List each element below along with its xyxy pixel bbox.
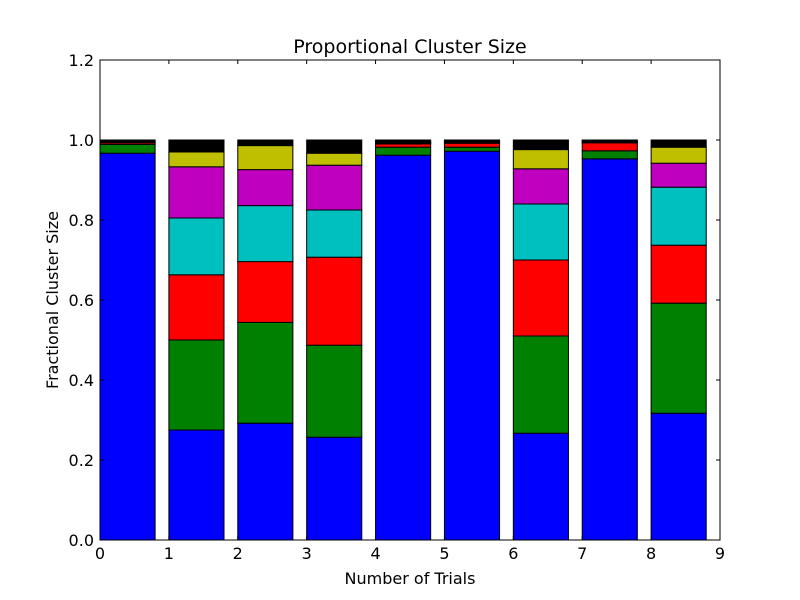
- bar-segment-1-1: [168, 339, 225, 431]
- y-tick-label-6: 1.2: [69, 51, 94, 70]
- bar-segment-2-0: [237, 422, 294, 541]
- bar-segment-2-5: [237, 145, 294, 171]
- bar-segment-7-0: [581, 158, 638, 541]
- x-tick-label-8: 8: [646, 544, 656, 563]
- bar-segment-3-4: [306, 164, 363, 211]
- x-tick-label-1: 1: [164, 544, 174, 563]
- bar-segment-8-2: [650, 244, 707, 304]
- bar-segment-2-6: [237, 139, 294, 147]
- bar-segment-3-2: [306, 256, 363, 346]
- bar-segment-4-6: [375, 139, 432, 143]
- bar-segment-3-0: [306, 436, 363, 541]
- bar-segment-3-3: [306, 209, 363, 258]
- bar-segment-6-3: [512, 203, 569, 261]
- bar-segment-8-5: [650, 146, 707, 164]
- y-tick-label-5: 1.0: [69, 131, 94, 150]
- x-tick-label-4: 4: [370, 544, 380, 563]
- x-tick-label-9: 9: [715, 544, 725, 563]
- bar-segment-8-4: [650, 162, 707, 188]
- bar-segment-1-2: [168, 274, 225, 341]
- x-tick-label-7: 7: [577, 544, 587, 563]
- bar-segment-2-1: [237, 321, 294, 424]
- x-tick-label-5: 5: [439, 544, 449, 563]
- bar-segment-0-0: [99, 152, 156, 541]
- bar-segment-8-0: [650, 412, 707, 541]
- bar-segment-1-6: [168, 139, 225, 153]
- bar-segment-8-1: [650, 302, 707, 414]
- bar-segment-2-3: [237, 205, 294, 263]
- bar-segment-6-4: [512, 168, 569, 205]
- bar-segment-4-1: [375, 146, 432, 156]
- bar-segment-3-6: [306, 139, 363, 154]
- bar-segment-6-6: [512, 139, 569, 151]
- bar-segment-8-3: [650, 186, 707, 246]
- x-tick-label-3: 3: [302, 544, 312, 563]
- bar-segment-1-5: [168, 151, 225, 168]
- bars-group: [99, 139, 707, 541]
- bar-segment-5-2: [443, 142, 501, 148]
- y-axis-label: Fractional Cluster Size: [43, 211, 62, 389]
- y-tick-label-0: 0.0: [69, 531, 94, 550]
- bar-segment-5-6: [443, 139, 501, 142]
- bar-segment-1-0: [168, 429, 225, 541]
- bar-segment-6-1: [512, 335, 569, 434]
- bar-segment-5-1: [443, 146, 501, 152]
- x-tick-label-6: 6: [508, 544, 518, 563]
- bar-segment-1-4: [168, 166, 225, 219]
- bar-segment-8-6: [650, 139, 707, 148]
- bar-segment-7-6: [581, 139, 638, 142]
- bar-segment-7-2: [581, 142, 638, 152]
- bar-segment-5-0: [443, 150, 501, 541]
- bar-segment-7-1: [581, 150, 638, 160]
- y-tick-label-1: 0.2: [69, 451, 94, 470]
- bar-segment-4-0: [375, 154, 432, 541]
- x-tick-label-2: 2: [233, 544, 243, 563]
- bar-segment-1-3: [168, 217, 225, 276]
- y-tick-label-3: 0.6: [69, 291, 94, 310]
- bar-segment-6-0: [512, 432, 569, 541]
- x-axis-label: Number of Trials: [345, 569, 476, 588]
- x-tick-label-0: 0: [95, 544, 105, 563]
- chart-title: Proportional Cluster Size: [293, 36, 526, 58]
- bar-segment-2-2: [237, 261, 294, 323]
- plot-frame: [99, 59, 721, 541]
- bar-segment-0-6: [99, 139, 156, 142]
- bar-segment-6-5: [512, 149, 569, 170]
- bar-segment-3-1: [306, 344, 363, 438]
- y-tick-label-2: 0.4: [69, 371, 94, 390]
- bar-segment-2-4: [237, 169, 294, 207]
- bar-segment-0-1: [99, 143, 156, 154]
- bar-segment-3-5: [306, 152, 363, 166]
- ticks-group: 0 1 2 3 4 5 6 7 8 9 0.0 0.2 0.4 0.6 0.8 1.0 1.2: [69, 51, 726, 563]
- bar-segment-6-2: [512, 259, 569, 337]
- y-tick-label-4: 0.8: [69, 211, 94, 230]
